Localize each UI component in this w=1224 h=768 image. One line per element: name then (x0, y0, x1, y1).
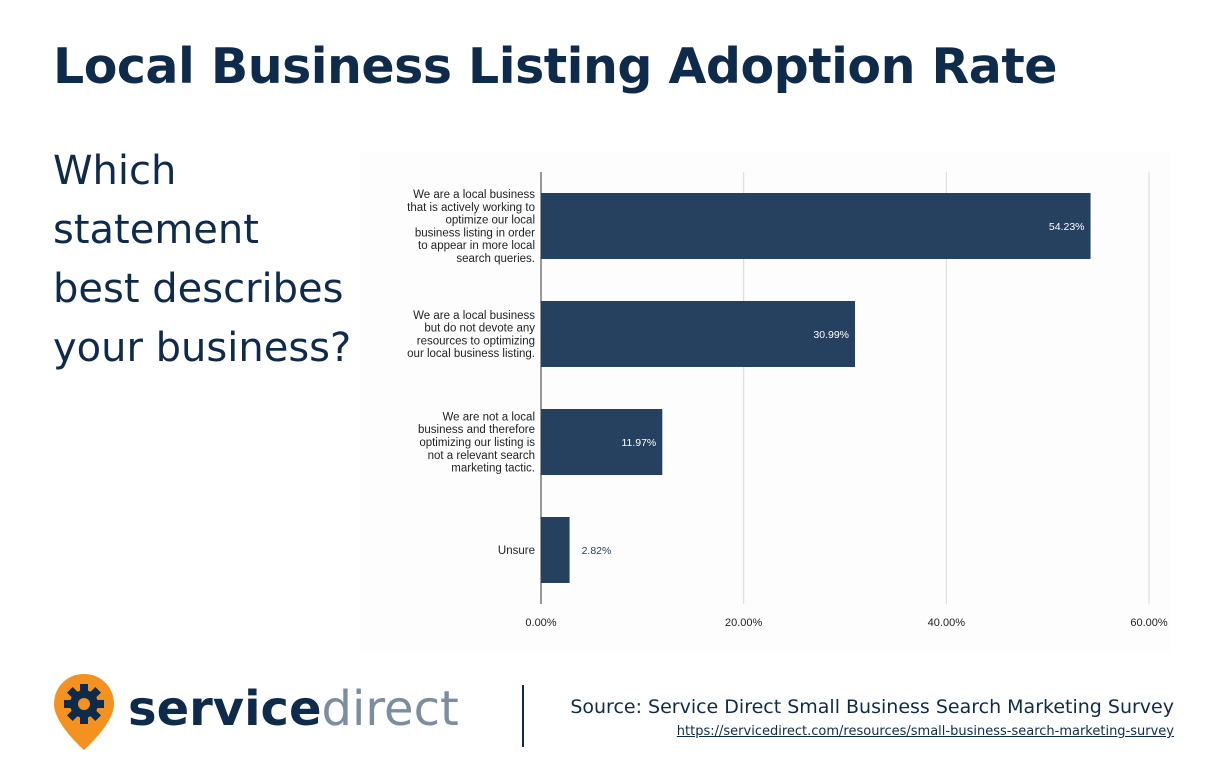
category-label: We are a local business but do not devote… (407, 310, 535, 360)
bar-data-label: 2.82% (582, 545, 612, 557)
bar-data-label: 11.97% (621, 437, 656, 449)
category-label: Unsure (498, 545, 535, 557)
bar-data-label: 54.23% (1049, 221, 1085, 233)
gear-pin-icon (54, 674, 114, 750)
x-tick-label: 0.00% (525, 617, 556, 629)
category-label-line: but do not devote any (424, 323, 535, 335)
category-label-line: optimize our local (446, 215, 535, 227)
bar (541, 301, 856, 367)
x-tick-label: 20.00% (725, 617, 763, 629)
logo-service-text: service (128, 681, 322, 737)
bar (541, 193, 1091, 259)
category-label-line: to appear in more local (418, 240, 535, 252)
category-label-line: Unsure (498, 545, 535, 557)
category-label-line: business listing in order (415, 227, 535, 239)
bar-chart: 0.00% 20.00% 40.00% 60.00% 54.23% We are a lo… (360, 152, 1170, 654)
logo-wordmark: servicedirect (128, 674, 459, 744)
bar-data-label: 30.99% (813, 329, 849, 341)
source-link[interactable]: https://servicedirect.com/resources/smal… (676, 724, 1174, 739)
category-label-line: not a relevant search (428, 450, 535, 462)
category-label-line: We are a local business (413, 189, 535, 201)
category-label: We are a local business that is actively … (407, 189, 535, 265)
category-label-line: marketing tactic. (451, 463, 535, 475)
bar (541, 409, 663, 475)
category-label-line: resources to optimizing (417, 335, 535, 347)
logo-direct-text: direct (321, 681, 459, 737)
page-title: Local Business Listing Adoption Rate (53, 38, 1058, 95)
category-label: We are not a local business and therefore… (418, 411, 535, 474)
category-label-line: that is actively working to (407, 202, 535, 214)
chart-canvas: 0.00% 20.00% 40.00% 60.00% 54.23% We are a lo… (407, 172, 1168, 629)
category-label-line: search queries. (456, 253, 535, 265)
source-block: Source: Service Direct Small Business Se… (570, 694, 1174, 741)
footer-divider (522, 685, 524, 747)
survey-question: Which statement best describes your busi… (53, 148, 352, 371)
bar (541, 517, 570, 583)
source-text: Source: Service Direct Small Business Se… (570, 696, 1174, 718)
category-label-line: optimizing our listing is (419, 437, 535, 449)
service-direct-logo: servicedirect (52, 672, 472, 752)
category-label-line: business and therefore (418, 424, 535, 436)
category-label-line: We are not a local (443, 411, 535, 423)
x-tick-label: 40.00% (928, 617, 966, 629)
x-tick-label: 60.00% (1130, 617, 1168, 629)
category-label-line: We are a local business (413, 310, 535, 322)
category-label-line: our local business listing. (407, 348, 535, 360)
